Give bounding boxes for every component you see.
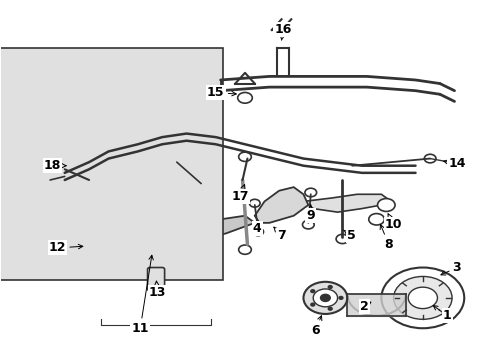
Text: 10: 10 xyxy=(385,214,402,231)
Circle shape xyxy=(239,152,251,161)
Circle shape xyxy=(303,282,347,314)
Text: 15: 15 xyxy=(207,86,236,99)
Circle shape xyxy=(424,154,436,163)
FancyBboxPatch shape xyxy=(147,267,165,291)
Text: 14: 14 xyxy=(443,157,465,170)
Circle shape xyxy=(328,285,332,288)
Text: 12: 12 xyxy=(49,241,83,255)
Circle shape xyxy=(336,234,349,244)
Text: 16: 16 xyxy=(274,23,292,40)
Circle shape xyxy=(408,287,438,309)
Text: 4: 4 xyxy=(253,222,262,235)
FancyBboxPatch shape xyxy=(0,48,223,280)
Circle shape xyxy=(328,307,332,310)
Circle shape xyxy=(302,220,314,229)
Text: 11: 11 xyxy=(131,255,153,335)
Circle shape xyxy=(80,240,98,252)
Circle shape xyxy=(311,303,315,306)
Circle shape xyxy=(238,93,252,103)
Text: 2: 2 xyxy=(360,300,371,313)
Text: 6: 6 xyxy=(311,316,322,337)
Polygon shape xyxy=(303,194,391,212)
Text: 18: 18 xyxy=(44,159,66,172)
Circle shape xyxy=(320,294,330,301)
Text: 9: 9 xyxy=(306,205,315,222)
Polygon shape xyxy=(84,216,255,251)
Text: 7: 7 xyxy=(274,227,286,242)
Text: 13: 13 xyxy=(148,281,166,299)
Circle shape xyxy=(393,276,452,319)
Text: 17: 17 xyxy=(231,185,249,203)
Circle shape xyxy=(253,228,264,236)
Circle shape xyxy=(305,188,317,197)
Text: 8: 8 xyxy=(380,225,393,251)
FancyBboxPatch shape xyxy=(150,287,162,293)
Polygon shape xyxy=(255,187,308,223)
Circle shape xyxy=(369,213,384,225)
Circle shape xyxy=(339,296,343,299)
Circle shape xyxy=(195,181,207,190)
Circle shape xyxy=(381,267,464,328)
Circle shape xyxy=(249,199,260,207)
Circle shape xyxy=(239,245,251,254)
Circle shape xyxy=(311,290,315,293)
Text: 1: 1 xyxy=(433,306,452,322)
Circle shape xyxy=(377,199,395,211)
Text: 5: 5 xyxy=(343,229,356,242)
Text: 3: 3 xyxy=(441,261,461,275)
Circle shape xyxy=(313,289,338,307)
